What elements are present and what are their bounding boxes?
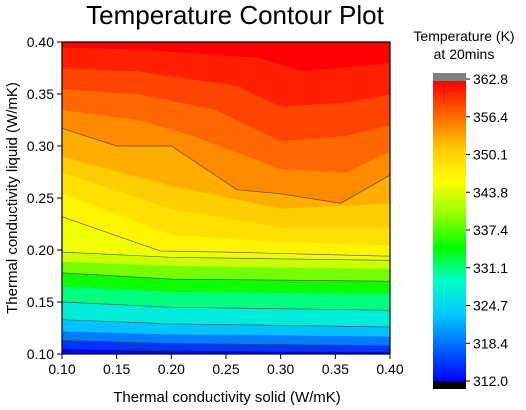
x-tick-label: 0.25 bbox=[212, 361, 239, 377]
colorbar-tick-label: 331.1 bbox=[473, 260, 508, 276]
contour-band bbox=[62, 42, 390, 72]
contour-line bbox=[62, 251, 390, 261]
x-tick-label: 0.10 bbox=[48, 361, 75, 377]
x-tick-label: 0.30 bbox=[267, 361, 294, 377]
x-tick-label: 0.20 bbox=[158, 361, 185, 377]
y-tick-label: 0.15 bbox=[27, 294, 54, 310]
x-tick-label: 0.35 bbox=[322, 361, 349, 377]
y-tick-label: 0.20 bbox=[27, 242, 54, 258]
colorbar-tick-label: 343.8 bbox=[473, 184, 508, 200]
contour-line bbox=[62, 272, 390, 282]
x-axis-ticks: 0.10 0.15 0.20 0.25 0.30 0.35 0.40 bbox=[48, 354, 404, 377]
colorbar-over-cap bbox=[433, 73, 466, 81]
x-tick-label: 0.40 bbox=[376, 361, 403, 377]
y-axis-ticks: 0.10 0.15 0.20 0.25 0.30 0.35 0.40 bbox=[27, 34, 62, 362]
y-tick-label: 0.10 bbox=[27, 346, 54, 362]
colorbar-tick-label: 362.8 bbox=[473, 71, 508, 87]
contour-line bbox=[62, 340, 390, 347]
colorbar: 362.8 356.4 350.1 343.8 337.4 331.1 324.7 318.4… bbox=[433, 71, 508, 389]
contour-lines bbox=[62, 127, 390, 353]
x-tick-label: 0.15 bbox=[103, 361, 130, 377]
contour-line bbox=[62, 216, 390, 257]
colorbar-tick-label: 337.4 bbox=[473, 222, 508, 238]
colorbar-subtitle: at 20mins bbox=[434, 46, 495, 62]
y-axis-label: Thermal conductivity liquid (W/mK) bbox=[4, 82, 21, 314]
contour-line bbox=[62, 127, 390, 204]
colorbar-tick-label: 324.7 bbox=[473, 298, 508, 314]
y-tick-label: 0.35 bbox=[27, 86, 54, 102]
colorbar-tick-label: 356.4 bbox=[473, 109, 508, 125]
contour-line bbox=[62, 301, 390, 311]
y-tick-label: 0.40 bbox=[27, 34, 54, 50]
chart-title: Temperature Contour Plot bbox=[86, 0, 384, 30]
colorbar-gradient bbox=[433, 81, 466, 381]
y-tick-label: 0.25 bbox=[27, 190, 54, 206]
colorbar-title: Temperature (K) bbox=[413, 28, 514, 44]
colorbar-tick-label: 318.4 bbox=[473, 335, 508, 351]
contour-fills bbox=[62, 42, 390, 354]
colorbar-tick-label: 312.0 bbox=[473, 373, 508, 389]
colorbar-tick-label: 350.1 bbox=[473, 147, 508, 163]
contour-line bbox=[62, 319, 390, 328]
colorbar-under-cap bbox=[433, 381, 466, 389]
contour-line bbox=[62, 348, 390, 353]
x-axis-label: Thermal conductivity solid (W/mK) bbox=[113, 389, 341, 406]
y-tick-label: 0.30 bbox=[27, 138, 54, 154]
